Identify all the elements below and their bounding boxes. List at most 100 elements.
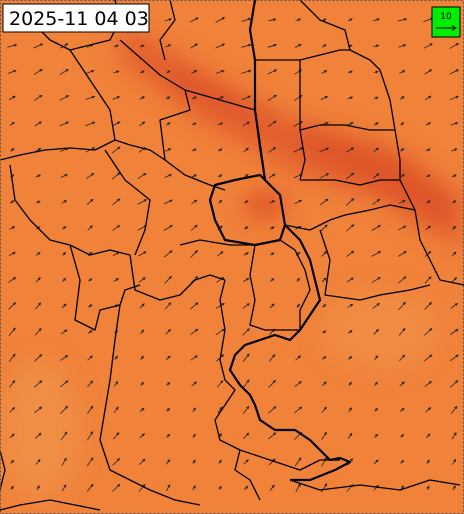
wind-arrow (60, 329, 68, 335)
wind-arrow (8, 251, 16, 257)
wind-arrow (33, 68, 43, 75)
wind-arrow (192, 407, 197, 413)
wind-arrow (242, 353, 250, 363)
wind-arrow (399, 381, 405, 387)
wind-arrow (400, 434, 405, 438)
wind-arrow (268, 379, 277, 388)
wind-arrow (322, 304, 327, 308)
wind-arrow (371, 277, 381, 283)
wind-arrow (346, 147, 355, 153)
wind-arrow (85, 95, 96, 100)
wind-arrow (139, 70, 145, 74)
wind-arrow (166, 408, 171, 412)
wind-arrow (10, 485, 14, 490)
wind-arrow (347, 70, 353, 74)
wind-arrow (397, 251, 407, 257)
wind-arrow (374, 355, 379, 361)
wind-arrow (424, 69, 433, 75)
wind-arrow (397, 276, 407, 284)
wind-arrow (296, 277, 301, 282)
wind-arrow (215, 328, 225, 336)
wind-arrow (242, 121, 251, 127)
wind-arrow (7, 43, 18, 48)
wind-arrow (165, 484, 171, 492)
wind-arrow (112, 432, 120, 440)
wind-arrow (373, 147, 379, 153)
wind-arrow (346, 172, 355, 180)
wind-arrow (163, 225, 173, 231)
wind-arrow (35, 200, 41, 204)
wind-arrow (34, 121, 42, 127)
wind-arrow (321, 431, 327, 440)
wind-arrow (269, 484, 275, 491)
wind-arrow (320, 96, 329, 100)
wind-arrow (319, 147, 330, 153)
wind-arrow (347, 303, 354, 308)
wind-arrow (35, 148, 42, 152)
wind-arrow (243, 147, 250, 153)
wind-arrow (399, 354, 406, 362)
wind-arrow (165, 148, 172, 152)
wind-arrow (8, 380, 16, 388)
wind-arrow (139, 433, 146, 439)
wind-arrow (216, 251, 224, 257)
wind-arrow (399, 96, 405, 100)
wind-arrow (451, 277, 458, 283)
wind-arrow (87, 405, 94, 414)
wind-arrow (9, 226, 16, 230)
wind-arrow (371, 251, 382, 257)
wind-arrow (34, 327, 42, 336)
wind-arrow (348, 407, 352, 413)
wind-arrow (112, 198, 121, 206)
wind-arrow (270, 252, 275, 256)
wind-arrow (449, 328, 459, 335)
wind-arrow (112, 483, 121, 492)
wind-arrow (34, 94, 43, 101)
wind-arrow (86, 172, 95, 179)
wind-arrow (165, 355, 171, 361)
wind-arrow (373, 70, 379, 74)
wind-arrow (347, 432, 353, 439)
wind-arrow (425, 148, 431, 152)
wind-arrow (34, 432, 42, 439)
wind-arrow (241, 17, 252, 22)
wind-arrow (166, 96, 171, 100)
wind-arrow (85, 121, 96, 127)
wind-arrow (87, 225, 93, 231)
wind-arrow (190, 43, 198, 49)
wind-arrow (449, 354, 459, 362)
wind-arrow (319, 173, 330, 179)
wind-arrow (346, 224, 355, 232)
wind-arrow (243, 459, 249, 465)
wind-arrow (164, 302, 172, 310)
wind-arrow (86, 431, 94, 441)
wind-arrow (86, 457, 94, 467)
wind-arrow (164, 275, 172, 284)
legend-label: 10 (440, 12, 452, 22)
wind-arrow (60, 405, 69, 414)
wind-arrow (88, 304, 93, 308)
wind-arrow (294, 457, 302, 467)
wind-arrow (190, 275, 199, 284)
wind-arrow (373, 44, 380, 48)
wind-arrow (59, 95, 70, 101)
wind-arrow (112, 225, 121, 231)
wind-arrow (294, 199, 303, 205)
wind-arrow (425, 174, 431, 178)
wind-arrow (189, 302, 199, 310)
wind-arrow (113, 278, 120, 282)
wind-arrow (166, 459, 171, 465)
wind-arrow (87, 380, 94, 388)
wind-arrow (398, 200, 406, 204)
wind-arrow (424, 327, 433, 336)
wind-arrow (268, 432, 277, 440)
wind-arrow (451, 432, 457, 440)
wind-arrow (241, 43, 252, 48)
wind-arrow (190, 224, 198, 231)
wind-arrow (137, 251, 147, 257)
wind-arrow (452, 458, 457, 465)
wind-arrow (398, 225, 407, 231)
wind-arrow (191, 174, 198, 178)
wind-arrow (371, 225, 381, 231)
wind-arrow (372, 302, 380, 309)
